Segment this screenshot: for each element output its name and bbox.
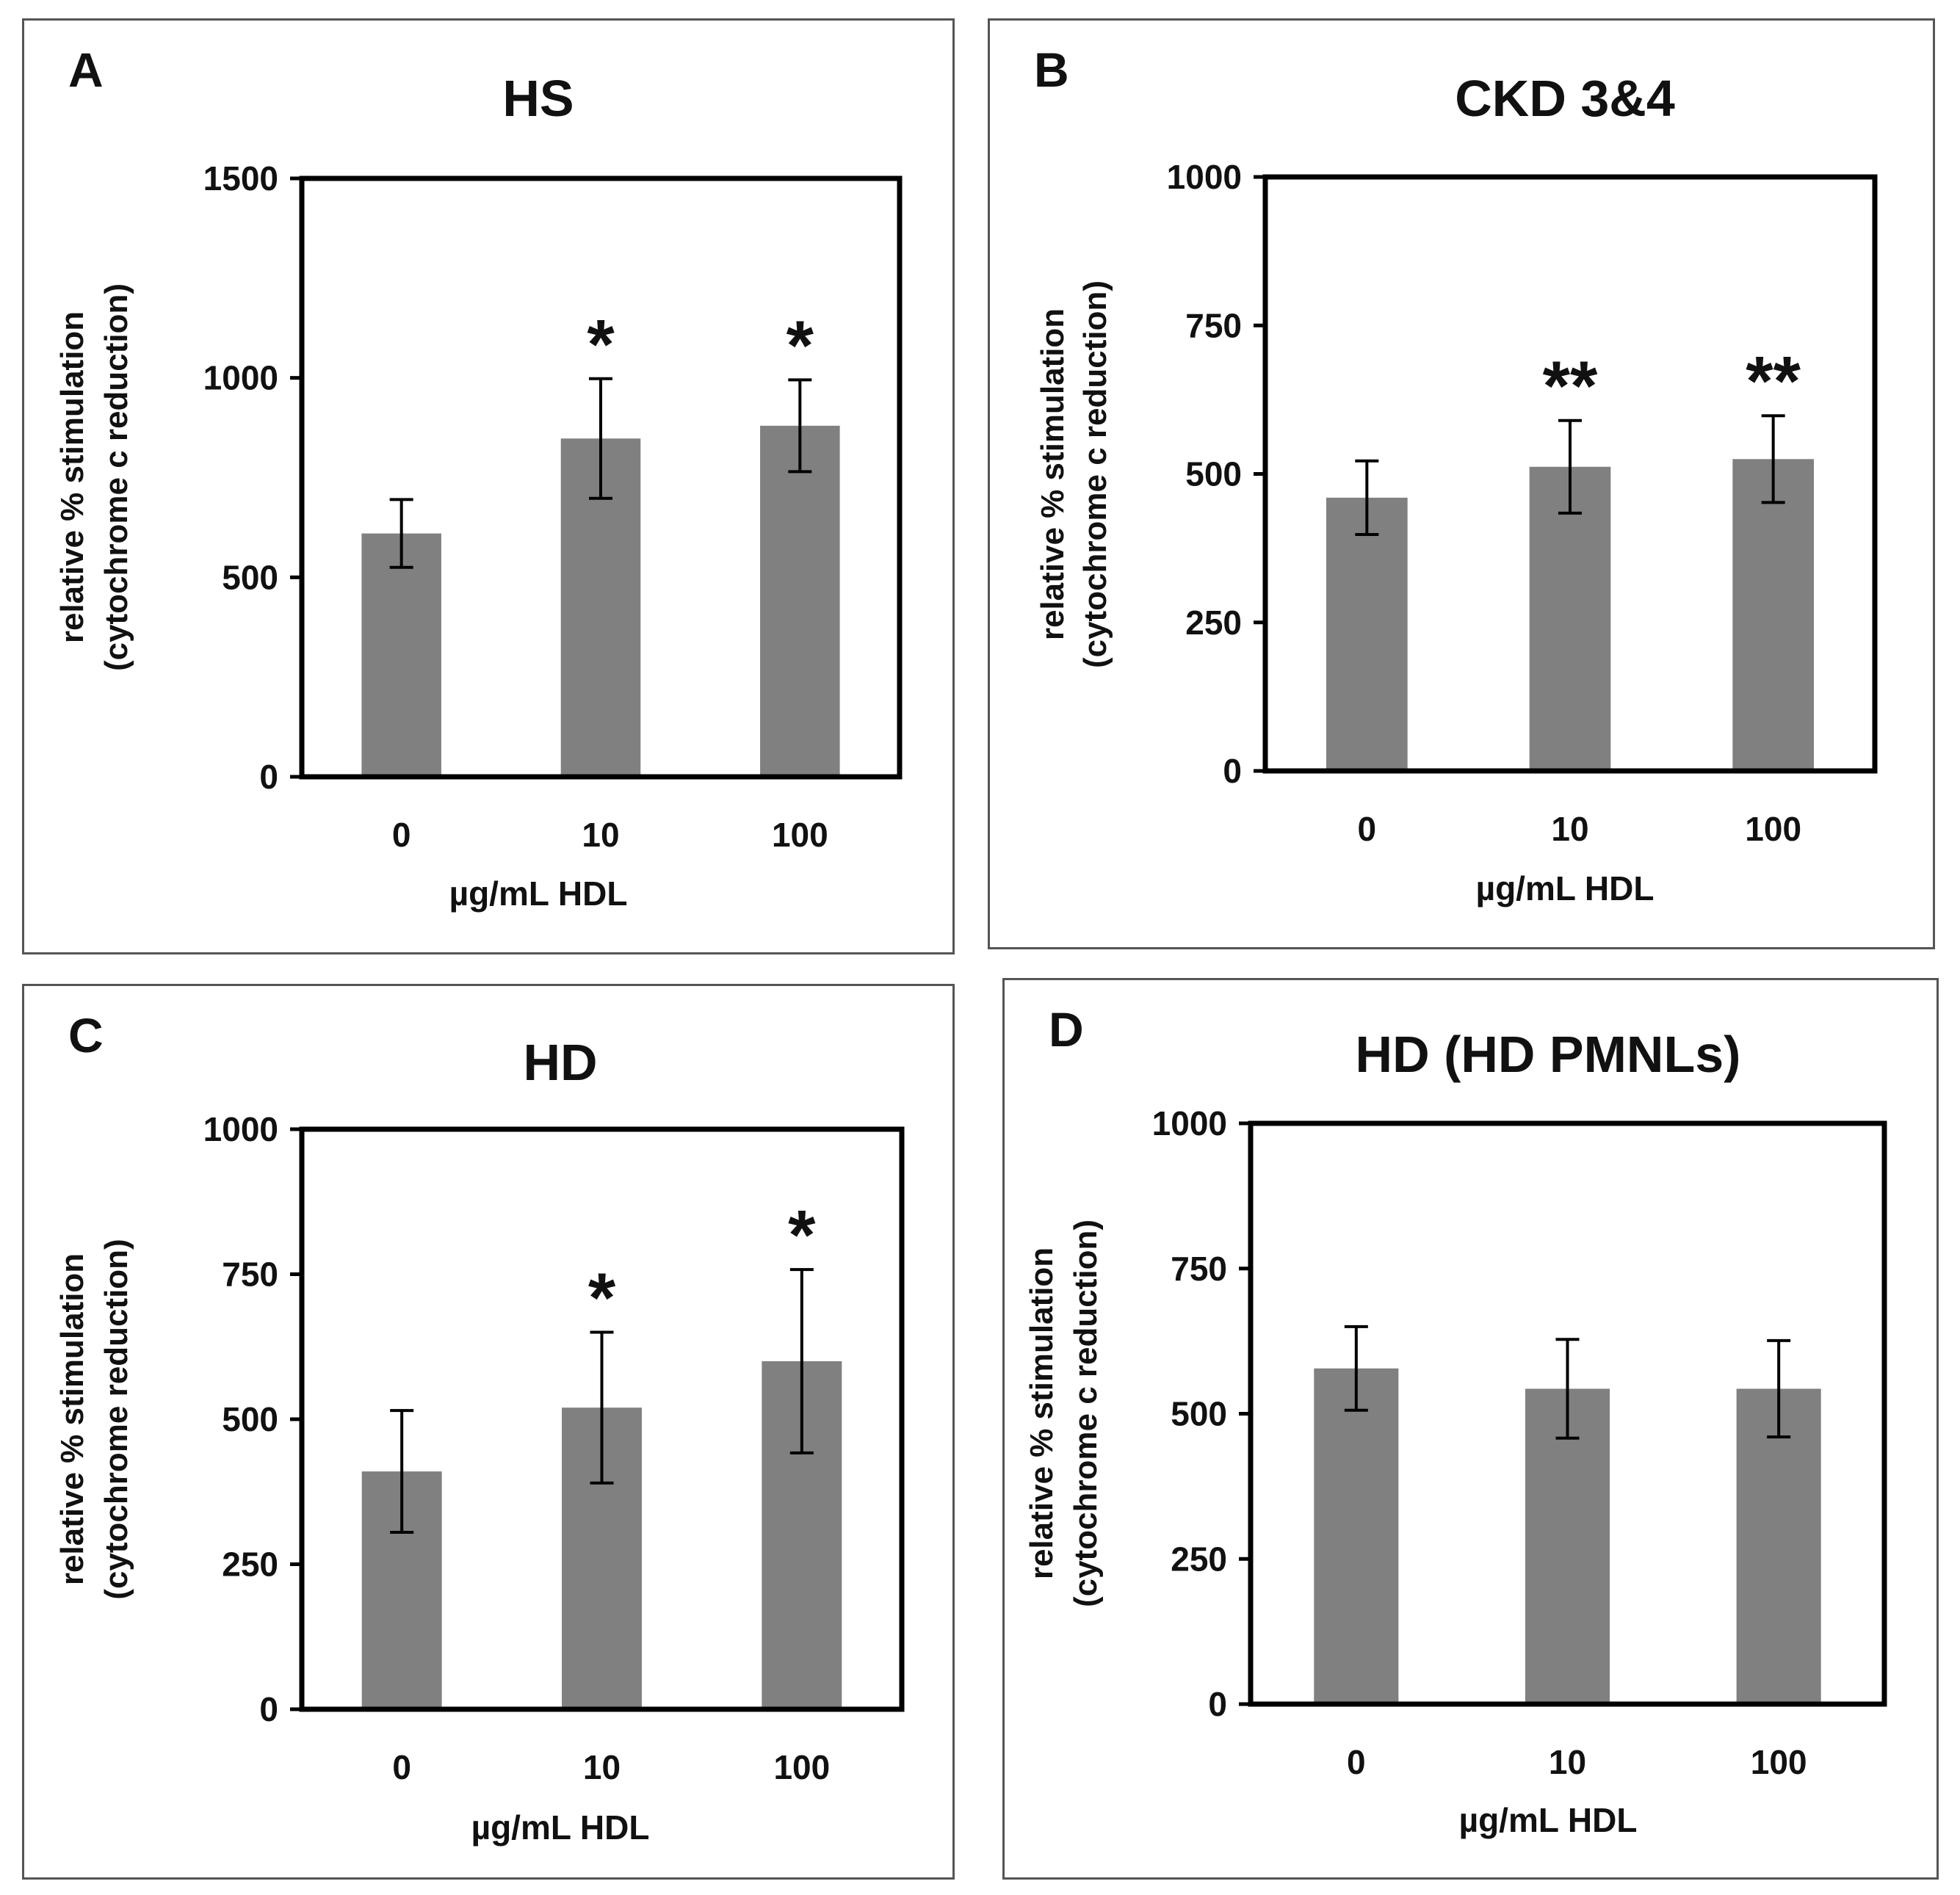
- y-tick-label: 1500: [203, 159, 278, 198]
- x-tick-label: 0: [392, 816, 411, 854]
- y-axis-label-line2: (cytochrome c reduction): [1068, 1220, 1104, 1607]
- y-tick-label: 750: [1185, 306, 1242, 344]
- y-tick-label: 250: [222, 1546, 278, 1584]
- y-tick-label: 0: [1208, 1685, 1227, 1723]
- significance-marker: **: [1543, 347, 1598, 426]
- bar: [1314, 1368, 1399, 1704]
- y-axis-label-line1: relative % stimulation: [1024, 1247, 1060, 1579]
- x-axis-label: µg/mL HDL: [449, 874, 628, 913]
- y-tick-label: 0: [1223, 752, 1242, 790]
- significance-marker: *: [786, 306, 814, 385]
- panel-a: A HS relative % stimulation (cytochrome c r…: [22, 18, 955, 954]
- y-axis-label-line1: relative % stimulation: [54, 311, 90, 643]
- x-tick-label: 10: [582, 816, 619, 854]
- chart-c: C HD relative % stimulation (cytochrome red…: [54, 1008, 905, 1847]
- chart-title: HS: [502, 70, 574, 127]
- plot-frame: [299, 175, 903, 780]
- chart-b: B CKD 3&4 relative % stimulation (cytochrom…: [1034, 43, 1878, 907]
- panel-d: D HD (HD PMNLs) relative % stimulation (cyt…: [1002, 978, 1939, 1880]
- x-tick-label: 0: [1358, 810, 1377, 848]
- bar: [1529, 466, 1611, 771]
- bar: [361, 533, 441, 777]
- y-tick-label: 1000: [1167, 158, 1242, 196]
- significance-marker: **: [1746, 342, 1801, 421]
- significance-marker: *: [588, 1259, 616, 1338]
- y-tick-label: 750: [1171, 1250, 1227, 1288]
- panel-label: C: [68, 1008, 104, 1062]
- x-tick-label: 10: [1551, 810, 1588, 848]
- bar: [1732, 459, 1814, 771]
- plot-frame: [299, 1126, 905, 1712]
- bar: [1326, 497, 1408, 771]
- y-axis-label-line1: relative % stimulation: [1035, 308, 1071, 640]
- bar: [1736, 1388, 1821, 1704]
- x-tick-label: 100: [1751, 1743, 1807, 1781]
- x-tick-label: 10: [583, 1748, 621, 1786]
- panel-label: A: [68, 43, 104, 97]
- y-tick-label: 250: [1171, 1540, 1227, 1578]
- x-axis-label: µg/mL HDL: [471, 1808, 650, 1847]
- significance-marker: *: [788, 1196, 816, 1275]
- x-axis-label: µg/mL HDL: [1476, 869, 1655, 907]
- y-axis-label-line2: (cytochrome c reduction): [98, 283, 134, 671]
- y-axis-label-line1: relative % stimulation: [54, 1253, 90, 1585]
- y-tick-label: 500: [1171, 1395, 1227, 1433]
- y-axis-label-line2: (cytochrome reduction): [98, 1239, 134, 1599]
- plot-frame: [1248, 1120, 1887, 1707]
- y-tick-label: 0: [259, 758, 278, 796]
- plot-frame: [1262, 174, 1878, 774]
- chart-a: A HS relative % stimulation (cytochrome c r…: [54, 43, 903, 913]
- x-tick-label: 0: [392, 1748, 411, 1786]
- y-tick-label: 0: [259, 1690, 278, 1728]
- y-tick-label: 500: [222, 1400, 278, 1438]
- bar: [1525, 1388, 1610, 1704]
- y-tick-label: 1000: [1152, 1104, 1227, 1142]
- x-tick-label: 10: [1549, 1743, 1586, 1781]
- bar: [760, 425, 840, 777]
- chart-title: HD (HD PMNLs): [1356, 1026, 1741, 1083]
- x-tick-label: 100: [1745, 810, 1801, 848]
- x-tick-label: 100: [773, 1748, 830, 1786]
- x-tick-label: 100: [772, 816, 828, 854]
- panel-b: B CKD 3&4 relative % stimulation (cytochrom…: [988, 18, 1935, 949]
- panel-label: B: [1034, 43, 1069, 97]
- y-tick-label: 500: [1185, 455, 1242, 493]
- chart-d: D HD (HD PMNLs) relative % stimulation (cyt…: [1024, 1002, 1887, 1839]
- chart-title: CKD 3&4: [1455, 70, 1675, 127]
- y-axis-label-line2: (cytochrome c reduction): [1077, 280, 1113, 668]
- y-tick-label: 500: [222, 558, 278, 596]
- chart-title: HD: [523, 1034, 597, 1091]
- significance-marker: *: [587, 305, 615, 384]
- y-tick-label: 250: [1185, 604, 1242, 642]
- panel-label: D: [1049, 1002, 1084, 1057]
- panel-c: C HD relative % stimulation (cytochrome red…: [22, 984, 955, 1880]
- y-tick-label: 1000: [203, 1110, 278, 1148]
- x-tick-label: 0: [1347, 1743, 1366, 1781]
- y-tick-label: 1000: [203, 359, 278, 397]
- x-axis-label: µg/mL HDL: [1459, 1801, 1638, 1839]
- y-tick-label: 750: [222, 1256, 278, 1294]
